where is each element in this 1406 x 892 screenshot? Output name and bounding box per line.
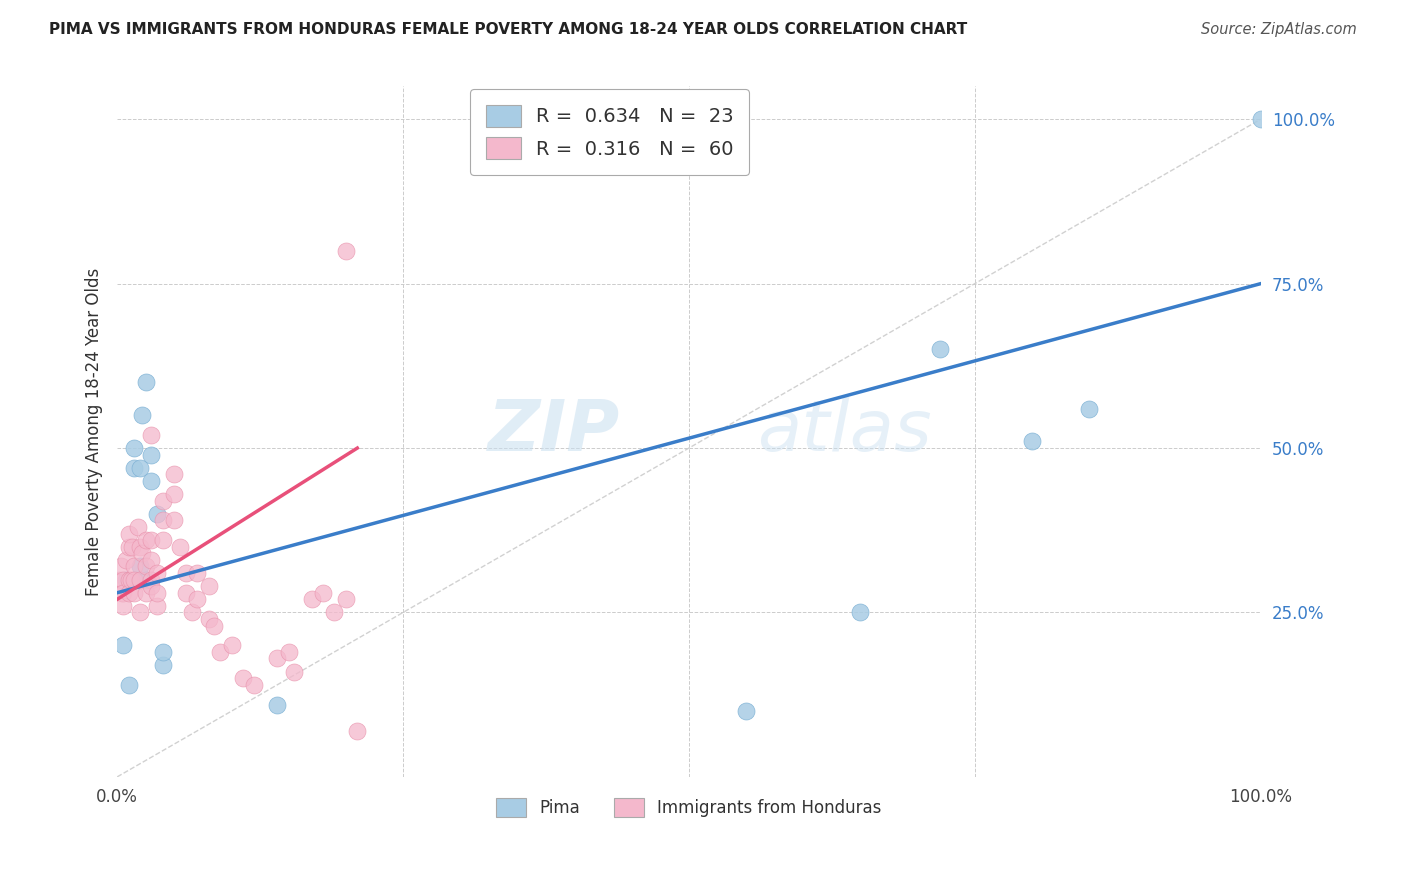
Point bbox=[111, 599, 134, 613]
Text: Source: ZipAtlas.com: Source: ZipAtlas.com bbox=[1201, 22, 1357, 37]
Point bbox=[243, 678, 266, 692]
Point bbox=[174, 566, 197, 580]
Point bbox=[129, 540, 152, 554]
Point bbox=[266, 698, 288, 712]
Point bbox=[121, 540, 143, 554]
Point bbox=[110, 559, 132, 574]
Point bbox=[146, 599, 169, 613]
Point bbox=[124, 460, 146, 475]
Point bbox=[111, 638, 134, 652]
Point bbox=[266, 651, 288, 665]
Point bbox=[117, 540, 139, 554]
Point bbox=[174, 585, 197, 599]
Point bbox=[129, 559, 152, 574]
Point bbox=[124, 559, 146, 574]
Point bbox=[323, 606, 346, 620]
Point bbox=[124, 585, 146, 599]
Point bbox=[129, 460, 152, 475]
Point bbox=[120, 573, 142, 587]
Point bbox=[124, 441, 146, 455]
Point bbox=[135, 559, 157, 574]
Point bbox=[129, 606, 152, 620]
Point bbox=[131, 546, 153, 560]
Point bbox=[108, 573, 131, 587]
Point bbox=[929, 343, 952, 357]
Point bbox=[135, 573, 157, 587]
Point bbox=[131, 408, 153, 422]
Point bbox=[221, 638, 243, 652]
Text: PIMA VS IMMIGRANTS FROM HONDURAS FEMALE POVERTY AMONG 18-24 YEAR OLDS CORRELATIO: PIMA VS IMMIGRANTS FROM HONDURAS FEMALE … bbox=[49, 22, 967, 37]
Point bbox=[127, 520, 149, 534]
Point bbox=[141, 428, 163, 442]
Point bbox=[111, 585, 134, 599]
Point bbox=[111, 573, 134, 587]
Point bbox=[1021, 434, 1043, 449]
Point bbox=[152, 658, 174, 673]
Point bbox=[163, 467, 186, 482]
Point bbox=[186, 566, 208, 580]
Point bbox=[146, 566, 169, 580]
Point bbox=[141, 474, 163, 488]
Point bbox=[197, 612, 219, 626]
Point bbox=[141, 448, 163, 462]
Legend: Pima, Immigrants from Honduras: Pima, Immigrants from Honduras bbox=[489, 791, 889, 824]
Point bbox=[186, 592, 208, 607]
Point bbox=[115, 573, 138, 587]
Point bbox=[1078, 401, 1101, 416]
Text: atlas: atlas bbox=[758, 397, 932, 467]
Point bbox=[141, 573, 163, 587]
Point bbox=[312, 585, 335, 599]
Point bbox=[115, 553, 138, 567]
Point bbox=[152, 645, 174, 659]
Y-axis label: Female Poverty Among 18-24 Year Olds: Female Poverty Among 18-24 Year Olds bbox=[86, 268, 103, 596]
Point bbox=[849, 606, 872, 620]
Point bbox=[335, 244, 357, 258]
Point bbox=[146, 507, 169, 521]
Point bbox=[152, 513, 174, 527]
Point bbox=[117, 585, 139, 599]
Point bbox=[111, 585, 134, 599]
Point bbox=[209, 645, 232, 659]
Point bbox=[346, 723, 368, 738]
Point bbox=[117, 526, 139, 541]
Point bbox=[197, 579, 219, 593]
Point bbox=[146, 585, 169, 599]
Point bbox=[1250, 112, 1272, 127]
Point bbox=[135, 585, 157, 599]
Point bbox=[135, 376, 157, 390]
Point bbox=[141, 553, 163, 567]
Point bbox=[124, 573, 146, 587]
Point bbox=[163, 513, 186, 527]
Point bbox=[141, 533, 163, 548]
Point bbox=[129, 573, 152, 587]
Point bbox=[117, 678, 139, 692]
Point bbox=[152, 533, 174, 548]
Point bbox=[163, 487, 186, 501]
Point bbox=[127, 573, 149, 587]
Point bbox=[180, 606, 202, 620]
Point bbox=[735, 704, 758, 718]
Point bbox=[141, 579, 163, 593]
Point bbox=[152, 493, 174, 508]
Text: ZIP: ZIP bbox=[488, 397, 620, 467]
Point bbox=[277, 645, 299, 659]
Point bbox=[232, 671, 254, 685]
Point bbox=[301, 592, 323, 607]
Point bbox=[283, 665, 305, 679]
Point bbox=[202, 618, 225, 632]
Point bbox=[169, 540, 191, 554]
Point bbox=[135, 533, 157, 548]
Point bbox=[335, 592, 357, 607]
Point bbox=[117, 573, 139, 587]
